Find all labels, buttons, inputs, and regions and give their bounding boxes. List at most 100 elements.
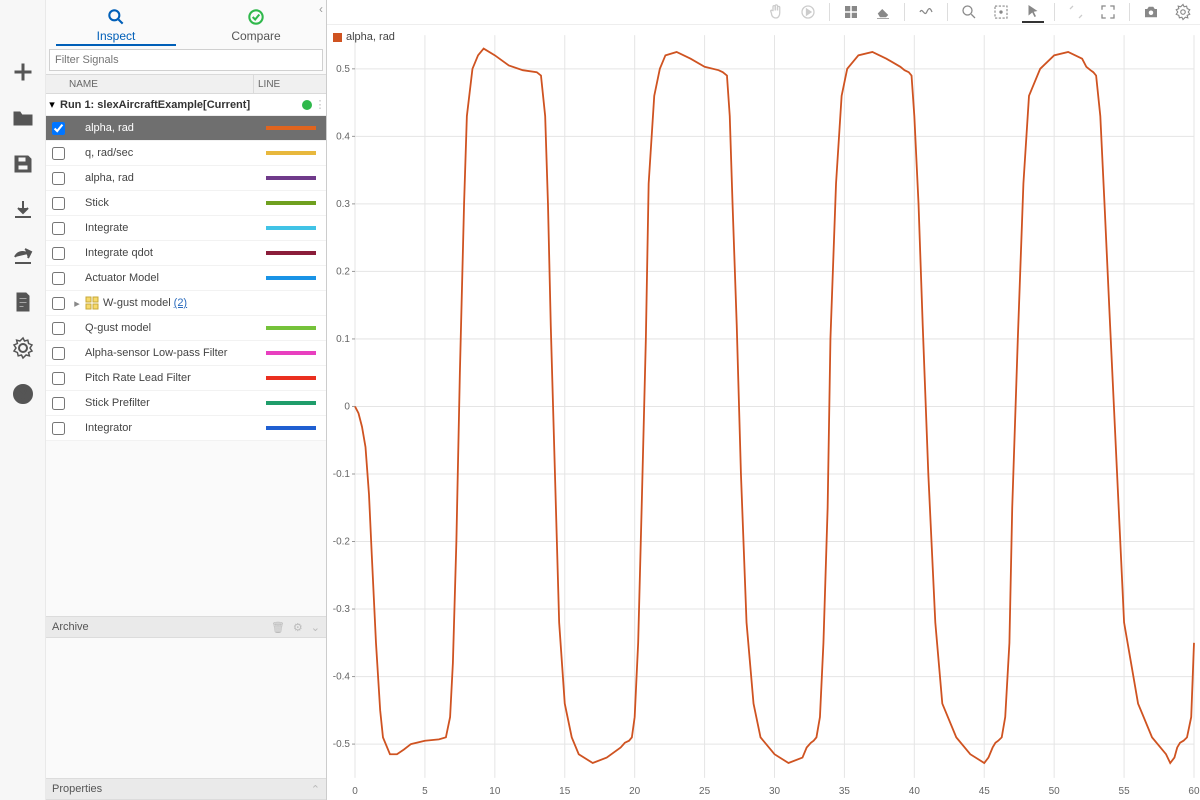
run-row[interactable]: ▾ Run 1: slexAircraftExample[Current] ⋮ <box>46 94 326 116</box>
signal-row[interactable]: Alpha-sensor Low-pass Filter <box>46 341 326 366</box>
signal-color-swatch[interactable] <box>266 376 316 380</box>
properties-label: Properties <box>52 783 303 795</box>
signal-row[interactable]: q, rad/sec <box>46 141 326 166</box>
properties-header[interactable]: Properties ⌃ <box>46 778 326 800</box>
clear-icon[interactable] <box>872 1 894 23</box>
signal-row[interactable]: Integrate qdot <box>46 241 326 266</box>
signal-row[interactable]: alpha, rad <box>46 166 326 191</box>
tab-inspect[interactable]: Inspect <box>46 0 186 46</box>
signal-color-swatch[interactable] <box>266 226 316 230</box>
signal-checkbox[interactable] <box>46 147 71 160</box>
signal-color-swatch[interactable] <box>266 351 316 355</box>
pan-icon[interactable] <box>765 1 787 23</box>
report-icon[interactable] <box>9 288 37 316</box>
svg-text:5: 5 <box>422 786 428 797</box>
signal-row[interactable]: alpha, rad <box>46 116 326 141</box>
svg-text:40: 40 <box>909 786 921 797</box>
filter-input[interactable] <box>49 49 323 71</box>
signal-row[interactable]: Integrator <box>46 416 326 441</box>
signal-checkbox[interactable] <box>46 197 71 210</box>
signal-color-swatch[interactable] <box>266 176 316 180</box>
signal-row[interactable]: Pitch Rate Lead Filter <box>46 366 326 391</box>
signal-row[interactable]: Stick Prefilter <box>46 391 326 416</box>
snapshot-icon[interactable] <box>1140 1 1162 23</box>
gear-icon[interactable]: ⚙ <box>293 621 303 634</box>
signals-tree: ▾ Run 1: slexAircraftExample[Current] ⋮ … <box>46 94 326 441</box>
signal-checkbox[interactable] <box>46 272 71 285</box>
signal-color-swatch[interactable] <box>266 126 316 130</box>
column-name[interactable]: NAME <box>46 75 253 93</box>
signal-color-swatch[interactable] <box>266 251 316 255</box>
signal-checkbox[interactable] <box>46 322 71 335</box>
svg-text:-0.1: -0.1 <box>333 469 351 480</box>
signal-checkbox[interactable] <box>46 397 71 410</box>
signal-row[interactable]: Stick <box>46 191 326 216</box>
zoom-icon[interactable] <box>958 1 980 23</box>
help-icon[interactable] <box>9 380 37 408</box>
signal-color-swatch[interactable] <box>266 276 316 280</box>
layout-icon[interactable] <box>840 1 862 23</box>
svg-text:-0.2: -0.2 <box>333 537 351 548</box>
signal-checkbox[interactable] <box>46 222 71 235</box>
signal-color-swatch[interactable] <box>266 426 316 430</box>
expand-icon[interactable]: ▸ <box>71 297 83 310</box>
archive-header[interactable]: Archive 🗑 ⚙ ⌄ <box>46 616 326 638</box>
column-line[interactable]: LINE <box>253 75 326 93</box>
cursor-icon[interactable] <box>915 1 937 23</box>
save-icon[interactable] <box>9 150 37 178</box>
signal-checkbox[interactable] <box>46 247 71 260</box>
signal-checkbox[interactable] <box>46 422 71 435</box>
signal-color-swatch[interactable] <box>266 151 316 155</box>
signal-checkbox[interactable] <box>46 122 71 135</box>
signal-checkbox[interactable] <box>46 372 71 385</box>
signal-row[interactable]: ▸W-gust model(2) <box>46 291 326 316</box>
export-icon[interactable] <box>9 242 37 270</box>
expand-icon[interactable]: ▾ <box>46 98 58 111</box>
svg-text:20: 20 <box>629 786 641 797</box>
link-icon[interactable] <box>1065 1 1087 23</box>
signals-panel: Inspect Compare NAME LINE ▾ Run 1: slexA… <box>46 0 327 800</box>
panel-tabs: Inspect Compare <box>46 0 326 46</box>
plot-settings-icon[interactable] <box>1172 1 1194 23</box>
pointer-icon[interactable] <box>1022 1 1044 23</box>
play-icon[interactable] <box>797 1 819 23</box>
chevron-down-icon[interactable]: ⌄ <box>311 621 320 634</box>
plot-toolbar <box>327 0 1200 25</box>
signal-checkbox[interactable] <box>46 297 71 310</box>
signal-checkbox[interactable] <box>46 347 71 360</box>
svg-text:15: 15 <box>559 786 571 797</box>
svg-text:55: 55 <box>1119 786 1131 797</box>
signal-color-swatch[interactable] <box>266 401 316 405</box>
signal-name: Pitch Rate Lead Filter <box>83 372 266 384</box>
svg-text:0.3: 0.3 <box>336 199 350 210</box>
plot-area[interactable]: alpha, rad 051015202530354045505560-0.5-… <box>327 25 1200 800</box>
collapse-icon[interactable]: ‹ <box>319 2 323 16</box>
signal-row[interactable]: Q-gust model <box>46 316 326 341</box>
import-icon[interactable] <box>9 196 37 224</box>
fit-icon[interactable] <box>990 1 1012 23</box>
signal-row[interactable]: Actuator Model <box>46 266 326 291</box>
fullscreen-icon[interactable] <box>1097 1 1119 23</box>
signal-checkbox[interactable] <box>46 172 71 185</box>
folder-icon[interactable] <box>9 104 37 132</box>
plot-legend: alpha, rad <box>333 31 395 43</box>
settings-icon[interactable] <box>9 334 37 362</box>
run-label: Run 1: slexAircraftExample[Current] <box>58 99 302 111</box>
more-icon[interactable]: ⋮ <box>314 98 326 111</box>
legend-label: alpha, rad <box>346 31 395 43</box>
svg-text:-0.5: -0.5 <box>333 739 351 750</box>
tab-compare[interactable]: Compare <box>186 0 326 46</box>
svg-text:35: 35 <box>839 786 851 797</box>
svg-text:30: 30 <box>769 786 781 797</box>
signal-color-swatch[interactable] <box>266 201 316 205</box>
add-icon[interactable] <box>9 58 37 86</box>
svg-text:-0.3: -0.3 <box>333 604 351 615</box>
svg-text:0.5: 0.5 <box>336 64 350 75</box>
trash-icon[interactable]: 🗑 <box>271 621 285 634</box>
chevron-up-icon[interactable]: ⌃ <box>311 783 320 796</box>
signal-row[interactable]: Integrate <box>46 216 326 241</box>
signal-color-swatch[interactable] <box>266 326 316 330</box>
run-status-dot <box>302 100 312 110</box>
svg-text:25: 25 <box>699 786 711 797</box>
tab-label: Inspect <box>97 29 136 43</box>
